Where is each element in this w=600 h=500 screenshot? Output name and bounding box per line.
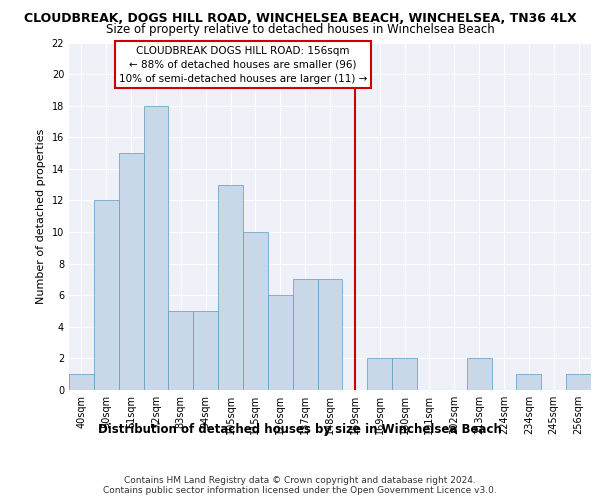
Bar: [218, 184, 243, 390]
Bar: [517, 374, 541, 390]
Bar: [392, 358, 417, 390]
Bar: [193, 311, 218, 390]
Bar: [94, 200, 119, 390]
Text: Contains HM Land Registry data © Crown copyright and database right 2024.
Contai: Contains HM Land Registry data © Crown c…: [103, 476, 497, 495]
Text: Distribution of detached houses by size in Winchelsea Beach: Distribution of detached houses by size …: [98, 422, 502, 436]
Text: CLOUDBREAK, DOGS HILL ROAD, WINCHELSEA BEACH, WINCHELSEA, TN36 4LX: CLOUDBREAK, DOGS HILL ROAD, WINCHELSEA B…: [23, 12, 577, 26]
Bar: [69, 374, 94, 390]
Bar: [467, 358, 491, 390]
Text: Size of property relative to detached houses in Winchelsea Beach: Size of property relative to detached ho…: [106, 24, 494, 36]
Bar: [119, 153, 143, 390]
Bar: [143, 106, 169, 390]
Bar: [243, 232, 268, 390]
Bar: [367, 358, 392, 390]
Bar: [169, 311, 193, 390]
Bar: [317, 280, 343, 390]
Bar: [293, 280, 317, 390]
Y-axis label: Number of detached properties: Number of detached properties: [36, 128, 46, 304]
Bar: [566, 374, 591, 390]
Bar: [268, 295, 293, 390]
Text: CLOUDBREAK DOGS HILL ROAD: 156sqm
← 88% of detached houses are smaller (96)
10% : CLOUDBREAK DOGS HILL ROAD: 156sqm ← 88% …: [119, 46, 367, 84]
